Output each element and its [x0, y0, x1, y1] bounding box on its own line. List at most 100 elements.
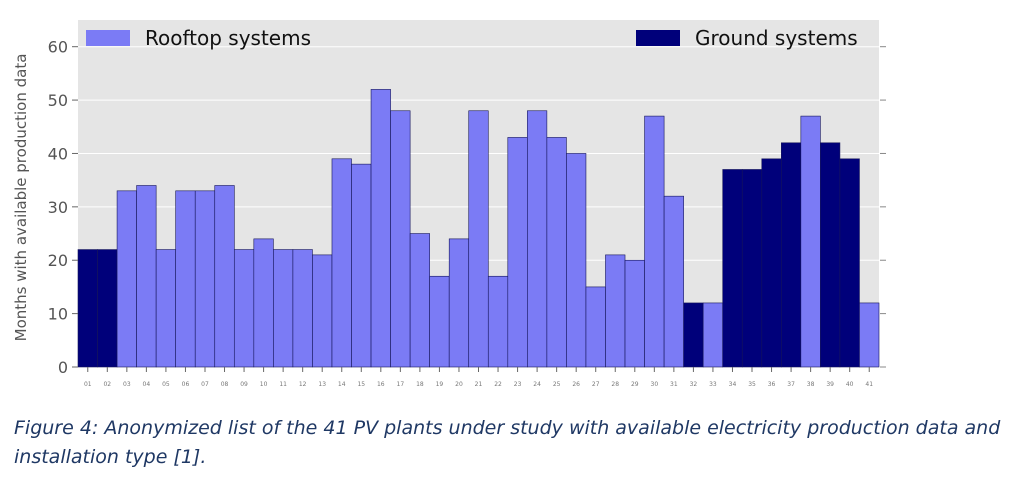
bar-chart: 0 10 20 30 40 50 60 01 02 03 04 05 06 07 08 09 10 11 12 13… — [12, 20, 886, 388]
bar — [390, 110, 411, 368]
x-tick-label: 21 — [475, 381, 483, 388]
bar — [859, 302, 880, 368]
x-tick-label: 27 — [592, 381, 600, 388]
bar — [97, 249, 118, 368]
bar — [683, 302, 704, 368]
bar — [312, 254, 333, 368]
bar — [409, 233, 430, 368]
y-axis-label: Months with available production data — [12, 54, 30, 342]
x-tick-label: 34 — [729, 381, 737, 388]
x-tick-label: 07 — [201, 381, 209, 388]
x-tick-label: 14 — [338, 381, 346, 388]
x-tick-label: 31 — [670, 381, 678, 388]
bar — [429, 275, 450, 368]
legend-label-rooftop: Rooftop systems — [145, 26, 311, 50]
y-tick-label: 30 — [48, 198, 68, 217]
x-tick-label: 23 — [514, 381, 522, 388]
x-tick-label: 17 — [397, 381, 405, 388]
x-tick-label: 37 — [787, 381, 795, 388]
bar — [253, 238, 274, 368]
x-tick-label: 22 — [494, 381, 502, 388]
x-tick-label: 19 — [436, 381, 444, 388]
bar — [663, 195, 684, 368]
x-tick-label: 30 — [651, 381, 659, 388]
bar — [273, 249, 294, 368]
bar — [781, 142, 802, 368]
x-tick-label: 38 — [807, 381, 815, 388]
bar — [194, 190, 216, 368]
bar — [331, 158, 352, 368]
bar — [351, 163, 372, 368]
x-tick-label: 18 — [416, 381, 424, 388]
bar — [702, 302, 724, 368]
bar — [527, 110, 548, 368]
x-tick-label: 09 — [240, 381, 248, 388]
x-tick-label: 06 — [182, 381, 190, 388]
x-tick-label: 15 — [357, 381, 365, 388]
bar — [761, 158, 782, 368]
bar — [624, 259, 645, 368]
x-tick-label: 16 — [377, 381, 385, 388]
x-tick-label: 36 — [768, 381, 776, 388]
x-tick-label: 03 — [123, 381, 131, 388]
bar — [546, 137, 567, 368]
x-tick-label: 39 — [826, 381, 834, 388]
legend-rooftop: Rooftop systems — [86, 26, 311, 50]
x-tick-label: 20 — [455, 381, 463, 388]
x-tick-label: 35 — [748, 381, 756, 388]
x-tick-label: 41 — [865, 381, 873, 388]
x-tick-label: 12 — [299, 381, 307, 388]
bar — [136, 185, 157, 368]
x-tick-label: 24 — [533, 381, 541, 388]
legend-swatch-ground — [636, 30, 680, 46]
x-tick-label: 26 — [572, 381, 580, 388]
bar — [566, 153, 587, 368]
y-tick-label: 10 — [48, 305, 68, 324]
x-tick-label: 02 — [103, 381, 111, 388]
x-tick-label: 04 — [143, 381, 151, 388]
legend-label-ground: Ground systems — [695, 26, 858, 50]
bar — [116, 190, 137, 368]
x-tick-label: 08 — [221, 381, 229, 388]
x-axis: 01 02 03 04 05 06 07 08 09 10 11 12 13 14 15 16 17 18 19 20… — [84, 367, 873, 388]
bar — [214, 185, 235, 368]
legend-ground: Ground systems — [636, 26, 858, 50]
x-tick-label: 05 — [162, 381, 170, 388]
bars — [77, 89, 880, 368]
y-axis: 0 10 20 30 40 50 60 — [48, 38, 886, 377]
x-tick-label: 25 — [553, 381, 561, 388]
x-tick-label: 33 — [709, 381, 717, 388]
bar — [233, 249, 255, 368]
bar — [468, 110, 489, 368]
bar — [585, 286, 606, 368]
bar — [155, 249, 176, 368]
bar — [77, 249, 98, 368]
x-tick-label: 32 — [690, 381, 698, 388]
bar — [839, 158, 860, 368]
bar — [507, 137, 528, 368]
x-tick-label: 29 — [631, 381, 639, 388]
y-tick-label: 40 — [48, 144, 68, 163]
x-tick-label: 11 — [279, 381, 287, 388]
bar — [487, 275, 509, 368]
bar — [175, 190, 196, 368]
bar — [820, 142, 841, 368]
y-tick-label: 60 — [48, 38, 68, 57]
bar — [644, 115, 665, 368]
figure-caption: Figure 4: Anonymized list of the 41 PV p… — [14, 417, 1001, 468]
x-tick-label: 10 — [260, 381, 268, 388]
x-tick-label: 40 — [846, 381, 854, 388]
y-tick-label: 20 — [48, 251, 68, 270]
bar — [741, 169, 763, 368]
bar — [292, 249, 313, 368]
y-tick-label: 0 — [58, 358, 68, 377]
bar — [605, 254, 626, 368]
x-tick-label: 01 — [84, 381, 92, 388]
x-tick-label: 28 — [611, 381, 619, 388]
bar — [448, 238, 470, 368]
x-tick-label: 13 — [318, 381, 326, 388]
bar — [722, 169, 743, 368]
bar — [800, 115, 821, 368]
legend-swatch-rooftop — [86, 30, 130, 46]
bar — [370, 89, 391, 368]
